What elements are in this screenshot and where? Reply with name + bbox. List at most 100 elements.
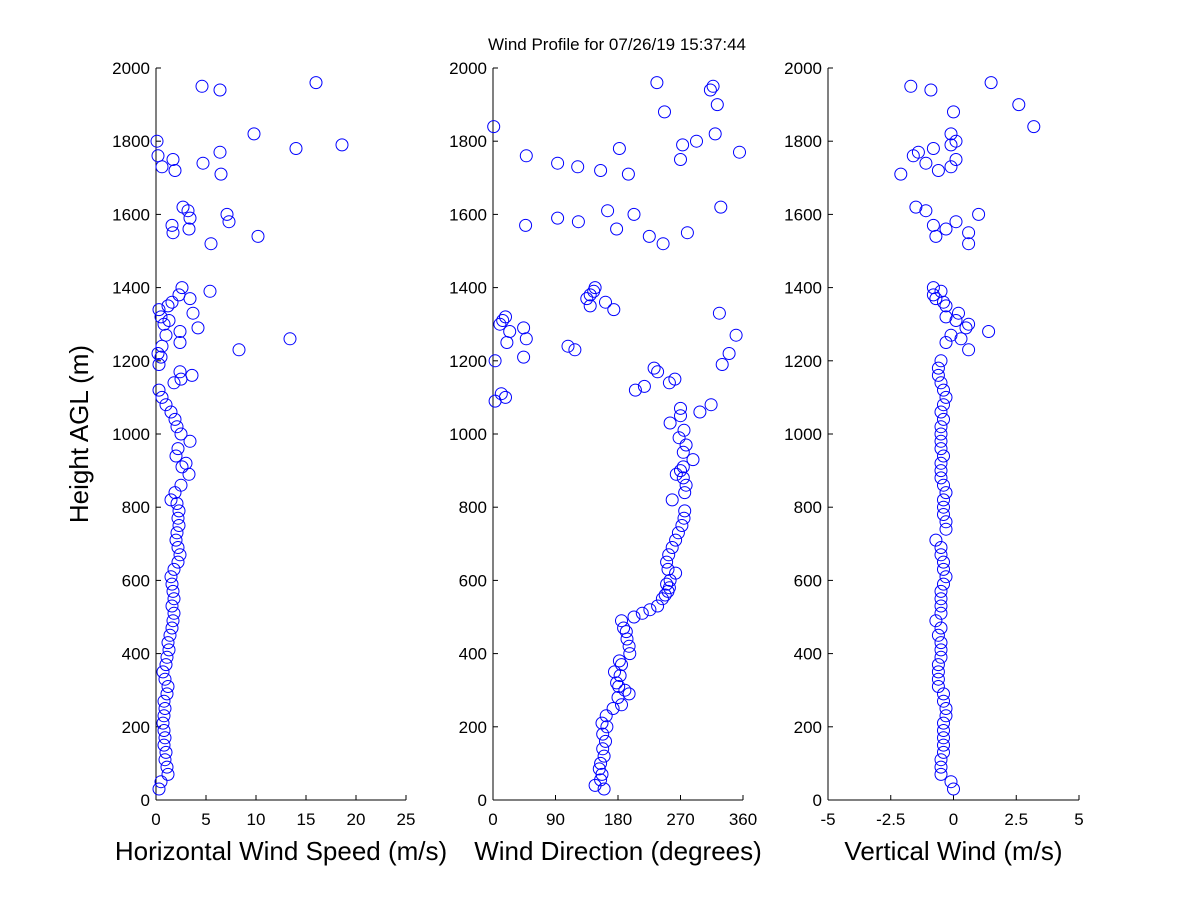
data-point <box>499 310 512 324</box>
y-tick-label: 1600 <box>784 205 822 224</box>
data-point <box>715 358 729 371</box>
data-point <box>172 504 186 518</box>
data-point <box>160 687 174 701</box>
data-point <box>627 610 641 624</box>
data-point <box>161 680 175 693</box>
data-point <box>937 694 950 708</box>
data-point <box>222 215 236 229</box>
data-point <box>608 665 621 679</box>
data-point <box>984 76 998 90</box>
data-point <box>678 504 692 518</box>
data-point <box>628 383 642 397</box>
data-point <box>674 464 687 478</box>
panel-horizontal-wind-speed: 0 200 400 600 800 1000 1200 1400 1600 1800 2000 0 5 1… <box>64 59 447 866</box>
data-point <box>926 218 940 232</box>
data-point <box>162 643 176 657</box>
data-point <box>937 716 950 730</box>
data-point <box>162 314 176 327</box>
data-point <box>152 782 166 796</box>
data-point <box>944 138 958 152</box>
data-point <box>676 445 690 459</box>
data-point <box>161 299 175 313</box>
data-point <box>166 614 180 628</box>
data-point <box>571 160 585 174</box>
data-point <box>710 98 724 112</box>
data-point <box>170 420 184 434</box>
data-point <box>661 562 675 576</box>
y-tick-label: 1400 <box>112 279 150 298</box>
data-point <box>610 676 624 690</box>
data-point <box>214 167 228 181</box>
data-point <box>157 694 171 708</box>
data-point <box>619 625 633 639</box>
data-point <box>158 753 172 767</box>
data-point <box>168 412 182 426</box>
data-point <box>674 401 687 415</box>
data-point <box>601 204 615 218</box>
y-tick-label: 1800 <box>784 132 822 151</box>
data-point <box>944 775 958 789</box>
data-point <box>166 153 180 166</box>
data-point <box>651 365 665 379</box>
y-tick-label: 2000 <box>112 59 150 78</box>
data-point <box>600 720 614 734</box>
data-point <box>156 665 170 679</box>
data-point <box>167 606 181 620</box>
y-tick-label: 1000 <box>784 425 822 444</box>
data-point <box>931 672 945 686</box>
data-point <box>594 756 608 770</box>
data-point <box>939 702 953 715</box>
y-tick-label: 1000 <box>112 425 150 444</box>
data-point <box>937 724 950 737</box>
x-tick-label: 10 <box>247 810 266 829</box>
data-point <box>159 658 173 672</box>
data-point <box>931 361 945 375</box>
data-point <box>934 420 948 434</box>
data-point <box>939 570 953 584</box>
data-point <box>934 592 948 606</box>
data-point <box>580 292 594 306</box>
data-point <box>712 306 726 320</box>
data-point <box>937 731 950 745</box>
data-point <box>168 164 182 177</box>
horizontal-speed-x-axis-label: Horizontal Wind Speed (m/s) <box>115 836 447 866</box>
y-tick-label: 600 <box>459 571 487 590</box>
data-point <box>612 142 626 155</box>
data-point <box>213 145 227 159</box>
data-point <box>594 164 608 177</box>
data-point <box>662 581 676 595</box>
data-point <box>156 716 170 730</box>
data-point <box>158 731 172 745</box>
data-point <box>195 79 209 93</box>
data-point <box>924 83 938 97</box>
data-point <box>939 299 953 313</box>
data-point <box>934 354 948 368</box>
data-point <box>186 306 200 320</box>
x-tick-label: 20 <box>347 810 366 829</box>
y-tick-label: 1200 <box>449 352 487 371</box>
data-point <box>159 745 173 759</box>
data-point <box>159 328 173 342</box>
x-tick-label: 180 <box>604 810 632 829</box>
y-tick-label: 200 <box>459 718 487 737</box>
data-point <box>165 218 179 232</box>
data-point <box>612 654 626 668</box>
data-point <box>635 606 649 620</box>
data-point <box>931 658 945 672</box>
data-point <box>615 614 628 628</box>
data-point <box>962 237 976 251</box>
data-point <box>157 317 171 331</box>
data-point <box>919 204 933 218</box>
data-point <box>937 412 950 426</box>
data-point <box>647 361 661 375</box>
data-point <box>551 156 565 170</box>
data-point <box>962 317 976 331</box>
x-tick-label: -2.5 <box>876 810 905 829</box>
data-point <box>947 782 960 796</box>
data-point <box>617 621 631 635</box>
data-point <box>621 167 635 181</box>
data-point <box>519 149 533 163</box>
y-tick-label: 200 <box>794 718 822 737</box>
data-point <box>173 548 187 562</box>
data-point <box>151 347 165 360</box>
